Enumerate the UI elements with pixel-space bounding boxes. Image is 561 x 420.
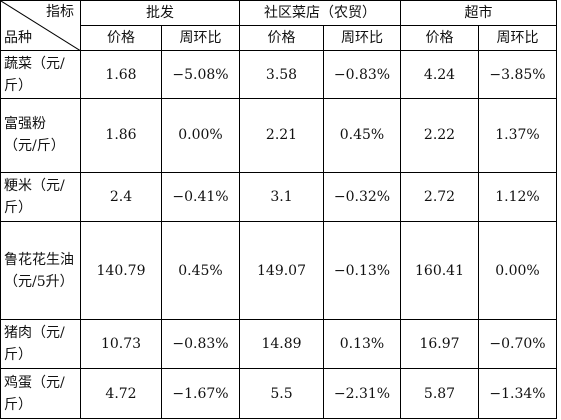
- subheader-price: 价格: [239, 25, 324, 52]
- row-label: 富强粉（元/斤）: [0, 97, 81, 173]
- cell-community-price: 149.07: [239, 221, 324, 321]
- row-label: 鲁花花生油（元/5升）: [0, 221, 81, 321]
- subheader-wow: 周环比: [323, 25, 401, 52]
- cell-community-wow: −0.32%: [323, 171, 401, 223]
- cell-supermarket-price: 16.97: [400, 319, 479, 370]
- cell-wholesale-price: 10.73: [80, 319, 162, 370]
- cell-supermarket-wow: 1.12%: [478, 171, 557, 223]
- cell-community-price: 3.1: [239, 171, 324, 223]
- subheader-wow: 周环比: [161, 25, 240, 52]
- cell-community-wow: −0.83%: [323, 50, 401, 99]
- cell-supermarket-wow: 0.00%: [478, 221, 557, 321]
- cell-community-wow: −0.13%: [323, 221, 401, 321]
- table-row: 蔬菜（元/斤） 1.68 −5.08% 3.58 −0.83% 4.24 −3.…: [0, 50, 557, 99]
- group-header-community-store: 社区菜店（农贸）: [239, 0, 401, 27]
- row-label: 鸡蛋（元/斤）: [0, 368, 81, 419]
- diagonal-line: [1, 1, 80, 50]
- cell-community-wow: 0.45%: [323, 97, 401, 173]
- cell-supermarket-price: 4.24: [400, 50, 479, 99]
- cell-wholesale-price: 4.72: [80, 368, 162, 419]
- cell-wholesale-wow: −0.41%: [161, 171, 240, 223]
- row-label: 蔬菜（元/斤）: [0, 50, 81, 99]
- cell-community-wow: −2.31%: [323, 368, 401, 419]
- cell-supermarket-wow: 1.37%: [478, 97, 557, 173]
- table-row: 富强粉（元/斤） 1.86 0.00% 2.21 0.45% 2.22 1.37…: [0, 97, 557, 173]
- header-row-groups: 指标 品种 批发 社区菜店（农贸） 超市: [0, 0, 557, 52]
- cell-supermarket-wow: −1.34%: [478, 368, 557, 419]
- cell-wholesale-price: 1.86: [80, 97, 162, 173]
- corner-indicator-label: 指标: [46, 4, 74, 20]
- cell-wholesale-wow: −0.83%: [161, 319, 240, 370]
- group-header-supermarket: 超市: [400, 0, 557, 27]
- subheader-price: 价格: [80, 25, 162, 52]
- cell-wholesale-wow: −1.67%: [161, 368, 240, 419]
- cell-community-price: 5.5: [239, 368, 324, 419]
- corner-variety-label: 品种: [4, 30, 32, 47]
- table-row: 粳米（元/斤） 2.4 −0.41% 3.1 −0.32% 2.72 1.12%: [0, 171, 557, 223]
- cell-wholesale-wow: 0.45%: [161, 221, 240, 321]
- cell-supermarket-wow: −0.70%: [478, 319, 557, 370]
- cell-community-price: 14.89: [239, 319, 324, 370]
- cell-community-price: 2.21: [239, 97, 324, 173]
- cell-wholesale-price: 140.79: [80, 221, 162, 321]
- table-row: 鲁花花生油（元/5升） 140.79 0.45% 149.07 −0.13% 1…: [0, 221, 557, 321]
- row-label: 猪肉（元/斤）: [0, 319, 81, 370]
- table-row: 鸡蛋（元/斤） 4.72 −1.67% 5.5 −2.31% 5.87 −1.3…: [0, 368, 557, 419]
- cell-supermarket-price: 5.87: [400, 368, 479, 419]
- cell-wholesale-price: 1.68: [80, 50, 162, 99]
- cell-supermarket-wow: −3.85%: [478, 50, 557, 99]
- cell-supermarket-price: 160.41: [400, 221, 479, 321]
- row-label: 粳米（元/斤）: [0, 171, 81, 223]
- subheader-price: 价格: [400, 25, 479, 52]
- group-header-wholesale: 批发: [80, 0, 240, 27]
- cell-supermarket-price: 2.22: [400, 97, 479, 173]
- subheader-wow: 周环比: [478, 25, 557, 52]
- header-corner-cell: 指标 品种: [0, 0, 81, 52]
- header-row-sub: 价格 周环比 价格 周环比 价格 周环比: [1, 25, 557, 52]
- cell-wholesale-wow: 0.00%: [161, 97, 240, 173]
- cell-community-price: 3.58: [239, 50, 324, 99]
- cell-wholesale-wow: −5.08%: [161, 50, 240, 99]
- cell-supermarket-price: 2.72: [400, 171, 479, 223]
- cell-wholesale-price: 2.4: [80, 171, 162, 223]
- cell-community-wow: 0.13%: [323, 319, 401, 370]
- table-row: 猪肉（元/斤） 10.73 −0.83% 14.89 0.13% 16.97 −…: [0, 319, 557, 370]
